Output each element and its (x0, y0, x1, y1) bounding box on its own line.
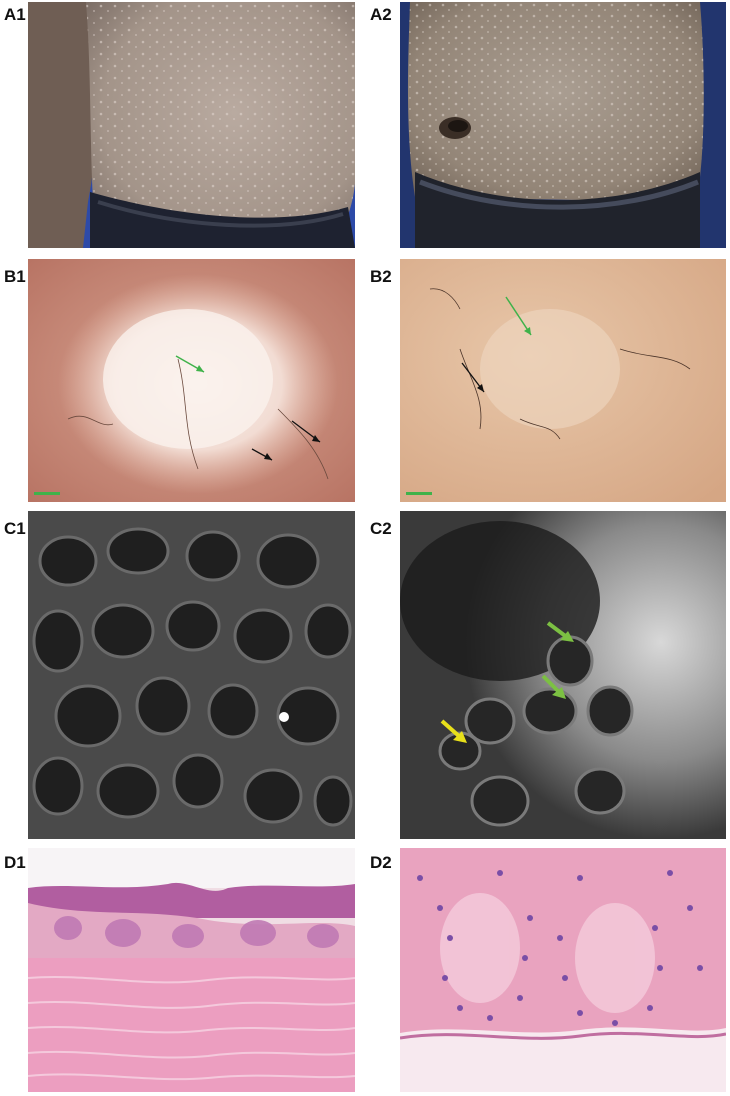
panel-label-b2: B2 (370, 267, 392, 286)
panel-label-d1: D1 (4, 853, 26, 872)
confocal-image-c2 (400, 511, 726, 839)
panel-label-c1: C1 (4, 519, 26, 538)
clinical-photo-trunk (28, 2, 355, 248)
panel-label-d2: D2 (370, 853, 392, 872)
panel-label-c2: C2 (370, 519, 392, 538)
panel-label-a1: A1 (4, 5, 26, 24)
histology-image-d1 (28, 848, 355, 1092)
dermoscopy-image-b1 (28, 259, 355, 502)
histology-image-d2 (400, 848, 726, 1092)
confocal-image-c1 (28, 511, 355, 839)
clinical-photo-abdomen (400, 2, 726, 248)
dermoscopy-image-b2 (400, 259, 726, 502)
panel-label-a2: A2 (370, 5, 392, 24)
panel-label-b1: B1 (4, 267, 26, 286)
